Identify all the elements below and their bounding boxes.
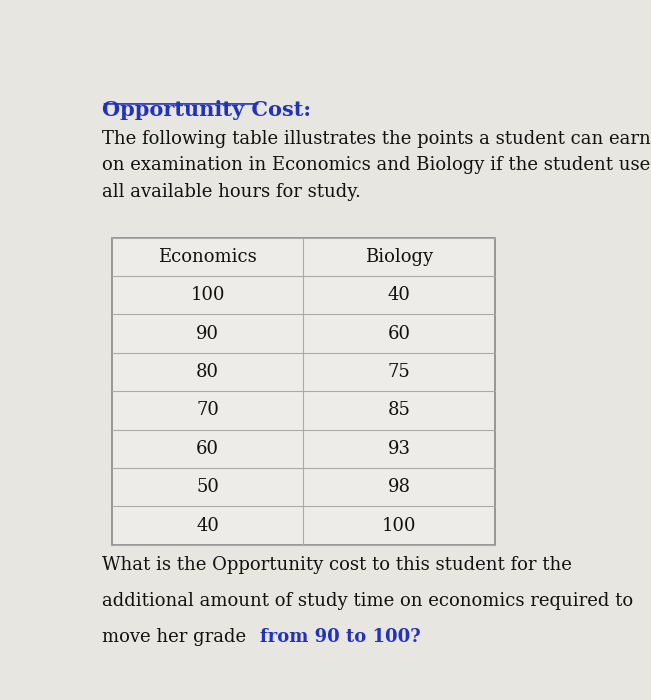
Text: 70: 70 <box>196 401 219 419</box>
Text: 93: 93 <box>388 440 411 458</box>
Text: move her grade: move her grade <box>102 628 251 646</box>
Text: Opportunity Cost:: Opportunity Cost: <box>102 100 311 120</box>
Text: 100: 100 <box>190 286 225 304</box>
Text: The following table illustrates the points a student can earn
on examination in : The following table illustrates the poin… <box>102 130 651 201</box>
Text: 40: 40 <box>196 517 219 535</box>
Text: 90: 90 <box>196 325 219 342</box>
Text: 50: 50 <box>196 478 219 496</box>
Text: from 90 to 100?: from 90 to 100? <box>260 628 421 646</box>
Text: 40: 40 <box>388 286 411 304</box>
Text: 85: 85 <box>388 401 411 419</box>
Text: 60: 60 <box>196 440 219 458</box>
Text: 98: 98 <box>388 478 411 496</box>
Text: 100: 100 <box>382 517 417 535</box>
Text: 75: 75 <box>388 363 411 381</box>
Text: additional amount of study time on economics required to: additional amount of study time on econo… <box>102 592 633 610</box>
Text: 80: 80 <box>196 363 219 381</box>
Text: 60: 60 <box>388 325 411 342</box>
Text: Economics: Economics <box>158 248 257 266</box>
Text: Biology: Biology <box>365 248 434 266</box>
Text: What is the Opportunity cost to this student for the: What is the Opportunity cost to this stu… <box>102 556 572 573</box>
